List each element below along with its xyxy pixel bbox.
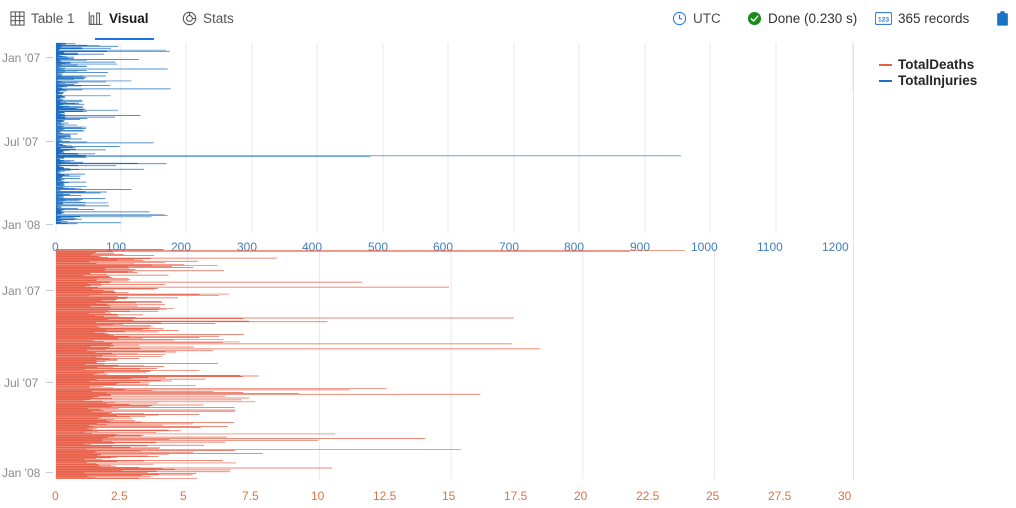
svg-text:123: 123	[878, 16, 890, 23]
